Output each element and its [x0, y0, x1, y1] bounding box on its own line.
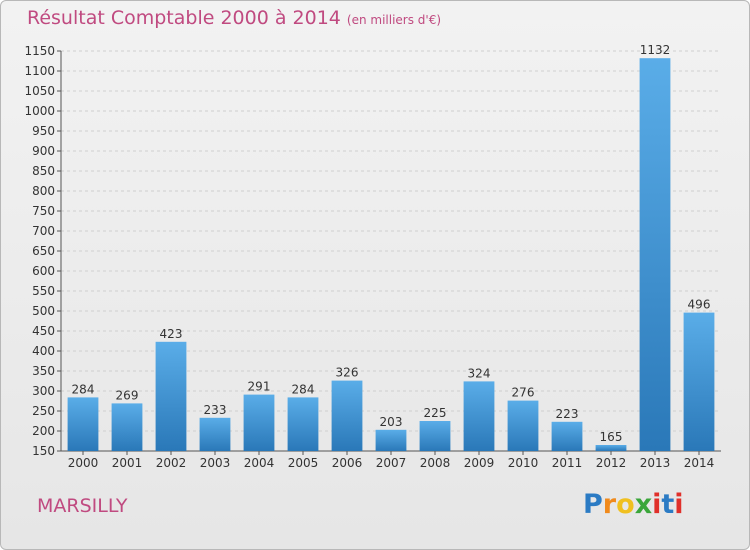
y-tick-label: 1100	[24, 64, 55, 78]
y-tick-label: 250	[32, 404, 55, 418]
y-tick-label: 1050	[24, 84, 55, 98]
x-tick-label: 2009	[464, 456, 495, 470]
bar	[639, 58, 671, 451]
y-tick-label: 800	[32, 184, 55, 198]
data-label: 496	[688, 298, 711, 312]
title-unit: (en milliers d'€)	[346, 13, 442, 27]
data-label: 423	[160, 327, 183, 341]
logo-letter: i	[652, 489, 662, 520]
x-tick-label: 2004	[244, 456, 275, 470]
y-tick-label: 400	[32, 344, 55, 358]
x-tick-label: 2000	[68, 456, 99, 470]
proxiti-logo: Proxiti	[583, 489, 684, 520]
data-label: 284	[72, 382, 95, 396]
data-label: 165	[600, 430, 623, 444]
logo-letter: t	[661, 489, 675, 520]
x-tick-label: 2008	[420, 456, 451, 470]
data-label: 284	[292, 382, 315, 396]
data-label: 269	[116, 388, 139, 402]
y-tick-label: 750	[32, 204, 55, 218]
logo-letter: o	[616, 489, 635, 520]
logo-letter: r	[602, 489, 617, 520]
data-label: 291	[248, 380, 271, 394]
x-tick-label: 2010	[508, 456, 539, 470]
data-label: 233	[204, 403, 227, 417]
y-tick-label: 850	[32, 164, 55, 178]
title-main: Résultat Comptable 2000 à 2014	[27, 7, 341, 29]
data-label: 225	[424, 406, 447, 420]
bar	[375, 429, 407, 451]
x-tick-label: 2002	[156, 456, 187, 470]
y-tick-label: 450	[32, 324, 55, 338]
data-label: 326	[336, 366, 359, 380]
bar	[111, 403, 143, 451]
y-tick-label: 150	[32, 444, 55, 458]
y-tick-label: 200	[32, 424, 55, 438]
data-label: 223	[556, 407, 579, 421]
data-label: 324	[468, 366, 491, 380]
logo-letter: P	[583, 489, 603, 520]
bar	[287, 397, 319, 451]
y-tick-label: 300	[32, 384, 55, 398]
x-tick-label: 2007	[376, 456, 407, 470]
bar	[683, 312, 715, 451]
x-tick-label: 2005	[288, 456, 319, 470]
chart-title: Résultat Comptable 2000 à 2014 (en millie…	[27, 7, 441, 29]
logo-letter: i	[674, 489, 684, 520]
x-tick-label: 2012	[596, 456, 627, 470]
bar	[419, 421, 451, 451]
y-tick-label: 650	[32, 244, 55, 258]
data-label: 1132	[640, 43, 671, 57]
x-tick-label: 2001	[112, 456, 143, 470]
y-tick-label: 1000	[24, 104, 55, 118]
bar	[507, 400, 539, 451]
y-tick-label: 550	[32, 284, 55, 298]
bar	[551, 421, 583, 451]
y-tick-label: 1150	[24, 44, 55, 58]
y-tick-label: 900	[32, 144, 55, 158]
logo-letter: x	[634, 489, 653, 520]
y-tick-label: 500	[32, 304, 55, 318]
y-tick-label: 700	[32, 224, 55, 238]
y-tick-label: 350	[32, 364, 55, 378]
x-tick-label: 2014	[684, 456, 715, 470]
bar	[155, 341, 187, 451]
data-label: 203	[380, 415, 403, 429]
bar	[243, 394, 275, 451]
bar	[331, 380, 363, 451]
x-tick-label: 2003	[200, 456, 231, 470]
bar	[67, 397, 99, 451]
y-tick-label: 600	[32, 264, 55, 278]
bar	[199, 417, 231, 451]
data-label: 276	[512, 386, 535, 400]
x-tick-label: 2013	[640, 456, 671, 470]
bar	[463, 381, 495, 451]
commune-name: MARSILLY	[37, 495, 128, 517]
bar	[595, 445, 627, 451]
x-tick-label: 2011	[552, 456, 583, 470]
y-tick-label: 950	[32, 124, 55, 138]
x-tick-label: 2006	[332, 456, 363, 470]
